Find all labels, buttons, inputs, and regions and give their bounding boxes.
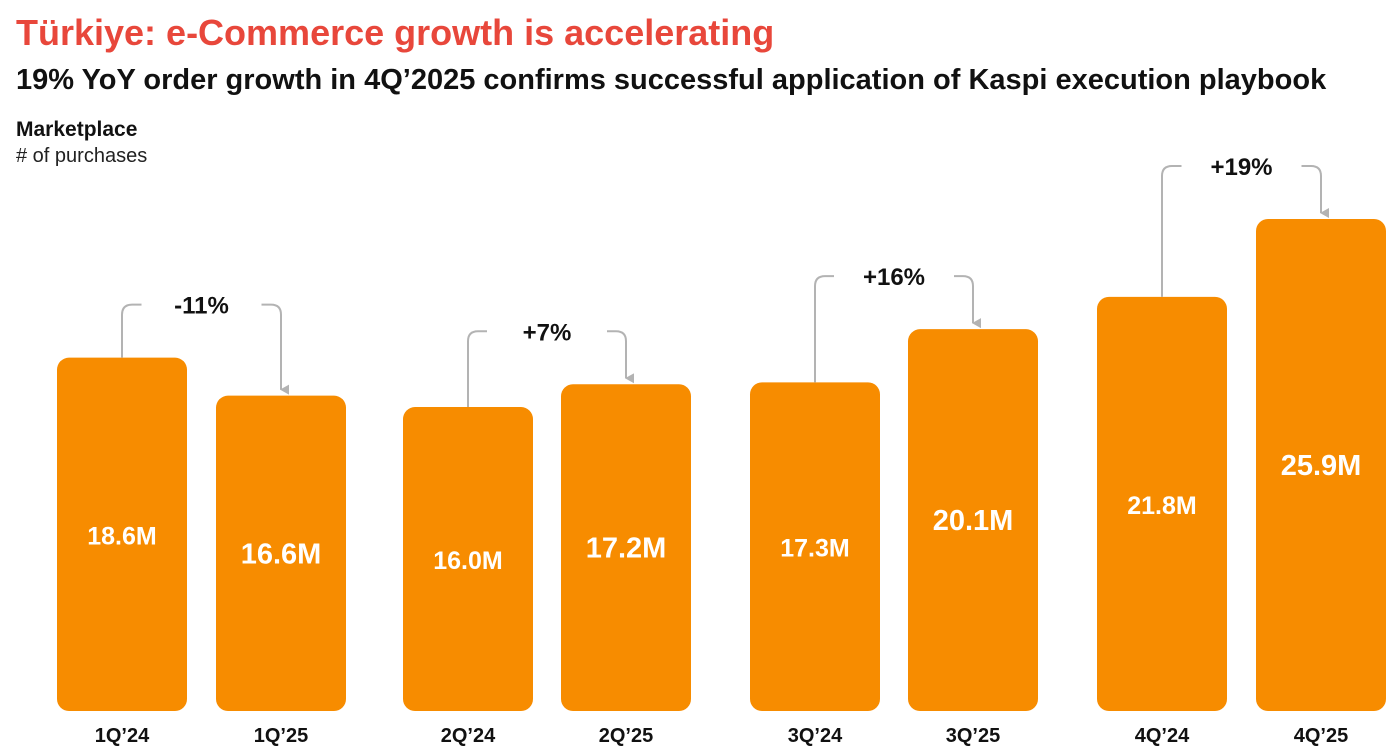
growth-connector-left [467,330,487,408]
x-tick-label: 1Q’25 [254,725,308,747]
growth-connector-arrow [607,330,634,384]
bar-0 [57,357,187,711]
growth-connector-arrow [1301,165,1329,218]
bar-7 [1256,219,1386,711]
bar-value-label: 17.3M [780,535,849,563]
bar-value-label: 17.2M [586,533,667,565]
bar-value-label: 16.0M [433,547,502,575]
x-tick-label: 2Q’24 [441,725,496,747]
growth-connector-left [1161,165,1182,297]
growth-connector-arrow [954,275,981,329]
chart-title: Marketplace [16,118,138,141]
chart-unit-label: # of purchases [16,145,148,167]
bar-6 [1097,296,1227,711]
bar-value-label: 16.6M [241,538,322,570]
x-tick-label: 4Q’25 [1294,725,1348,747]
x-tick-label: 2Q’25 [599,725,653,747]
bar-1 [216,395,346,711]
growth-label: +19% [1210,154,1272,181]
bar-value-label: 20.1M [933,505,1014,537]
x-tick-label: 3Q’25 [946,725,1000,747]
growth-connector-left [121,303,142,358]
page-subtitle: 19% YoY order growth in 4Q’2025 confirms… [16,64,1327,96]
bar-5 [908,329,1038,711]
growth-label: +16% [863,264,925,291]
bar-3 [561,384,691,711]
growth-label: -11% [174,293,229,320]
growth-connector-left [814,275,834,383]
x-tick-label: 4Q’24 [1135,725,1190,747]
x-tick-label: 3Q’24 [788,725,843,747]
growth-connector-arrow [261,303,289,395]
bar-value-label: 25.9M [1281,450,1362,482]
bar-value-label: 18.6M [87,522,156,550]
bar-value-label: 21.8M [1127,492,1196,520]
bar-4 [750,382,880,711]
page-title: Türkiye: e-Commerce growth is accelerati… [16,12,775,53]
bar-2 [403,407,533,711]
x-tick-label: 1Q’24 [95,725,150,747]
growth-label: +7% [523,319,572,346]
